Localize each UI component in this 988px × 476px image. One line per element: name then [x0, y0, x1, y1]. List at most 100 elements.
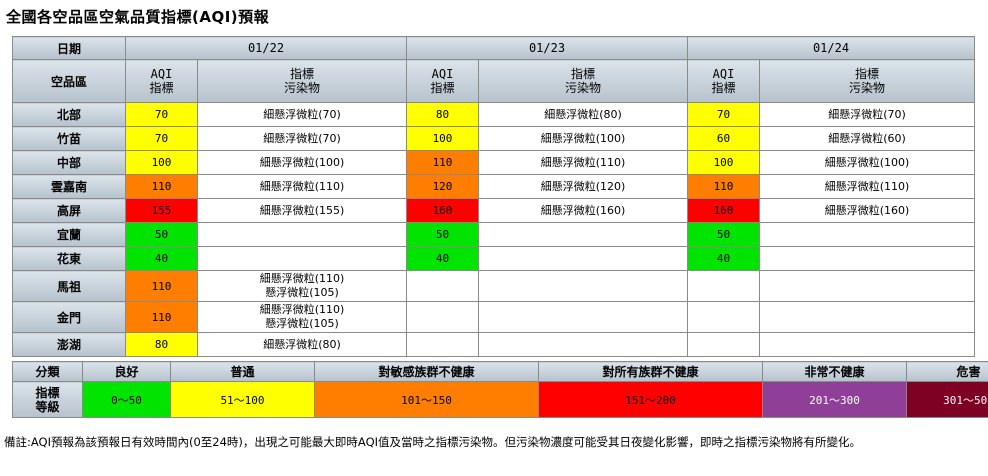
pollutant-cell: 細懸浮微粒(100) — [478, 126, 688, 151]
aqi-value: 110 — [406, 150, 479, 175]
pollutant-text: 細懸浮微粒(160) — [824, 203, 910, 217]
aqi-value: 60 — [687, 126, 760, 151]
legend-category-range: 201～300 — [762, 381, 907, 418]
pollutant-text: 細懸浮微粒(80) — [263, 337, 341, 351]
pollutant-cell: 細懸浮微粒(70) — [197, 126, 407, 151]
pollutant-subheader-line1: 指標 — [570, 67, 595, 81]
pollutant-cell: 細懸浮微粒(110) — [197, 174, 407, 199]
table-row: 北部 70 細懸浮微粒(70) 80 細懸浮微粒(80) 70 細懸浮微粒(70) — [12, 102, 975, 127]
aqi-value: 155 — [125, 198, 198, 223]
pollutant-subheader-line2: 污染物 — [283, 81, 320, 95]
aqi-value — [687, 270, 760, 302]
pollutant-text: 細懸浮微粒(80) — [544, 107, 622, 121]
pollutant-cell — [478, 270, 688, 302]
area-header: 空品區 — [12, 59, 126, 103]
pollutant-text: 細懸浮微粒(110) — [824, 179, 910, 193]
aqi-subheader-2: AQI 指標 — [406, 59, 479, 103]
pollutant-cell: 細懸浮微粒(60) — [759, 126, 975, 151]
date-col-2: 01/23 — [406, 36, 688, 60]
pollutant-text: 細懸浮微粒(70) — [828, 107, 906, 121]
aqi-value: 100 — [406, 126, 479, 151]
aqi-subheader-line2: 指標 — [430, 81, 455, 95]
aqi-value: 110 — [125, 301, 198, 333]
legend-category-name: 對敏感族群不健康 — [314, 361, 539, 382]
legend-grade-label-1: 指標 — [35, 385, 60, 400]
legend-category-name: 良好 — [82, 361, 171, 382]
legend-table: 分類 良好 普通 對敏感族群不健康 對所有族群不健康 非常不健康 危害 指標 等級 0～5… — [12, 361, 988, 418]
date-col-1: 01/22 — [125, 36, 407, 60]
table-row: 澎湖 80 細懸浮微粒(80) — [12, 332, 975, 357]
aqi-subheader-1: AQI 指標 — [125, 59, 198, 103]
legend-class-label: 分類 — [12, 361, 83, 382]
aqi-value — [406, 270, 479, 302]
aqi-value: 100 — [125, 150, 198, 175]
aqi-value: 100 — [687, 150, 760, 175]
pollutant-text: 細懸浮微粒(110) — [259, 303, 345, 316]
aqi-value: 160 — [687, 198, 760, 223]
aqi-subheader-line1: AQI — [431, 67, 454, 81]
page-title: 全國各空品區空氣品質指標(AQI)預報 — [6, 8, 270, 26]
pollutant-subheader-line1: 指標 — [854, 67, 879, 81]
pollutant-subheader-1: 指標 污染物 — [197, 59, 407, 103]
legend-category-range: 101～150 — [314, 381, 539, 418]
pollutant-text: 細懸浮微粒(155) — [259, 203, 345, 217]
region-name: 北部 — [12, 102, 126, 127]
pollutant-text: 細懸浮微粒(110) — [259, 272, 345, 285]
pollutant-cell — [759, 222, 975, 247]
table-row: 竹苗 70 細懸浮微粒(70) 100 細懸浮微粒(100) 60 細懸浮微粒(60) — [12, 126, 975, 151]
legend-category-name: 非常不健康 — [762, 361, 907, 382]
table-row: 花東 40 40 40 — [12, 246, 975, 271]
date-col-3: 01/24 — [687, 36, 975, 60]
pollutant-cell — [478, 222, 688, 247]
pollutant-cell: 細懸浮微粒(110) — [759, 174, 975, 199]
region-name: 馬祖 — [12, 270, 126, 302]
pollutant-cell — [197, 246, 407, 271]
pollutant-cell — [759, 270, 975, 302]
pollutant-text: 細懸浮微粒(70) — [263, 131, 341, 145]
aqi-subheader-line2: 指標 — [711, 81, 736, 95]
region-name: 竹苗 — [12, 126, 126, 151]
pollutant-cell: 細懸浮微粒(80) — [478, 102, 688, 127]
pollutant-text: 細懸浮微粒(160) — [540, 203, 626, 217]
region-name: 金門 — [12, 301, 126, 333]
region-name: 中部 — [12, 150, 126, 175]
table-row: 中部 100 細懸浮微粒(100) 110 細懸浮微粒(110) 100 細懸浮微粒(100… — [12, 150, 975, 175]
legend-grade-label: 指標 等級 — [12, 381, 83, 418]
pollutant-subheader-line1: 指標 — [289, 67, 314, 81]
aqi-value: 50 — [125, 222, 198, 247]
aqi-value: 70 — [125, 102, 198, 127]
pollutant-cell: 細懸浮微粒(120) — [478, 174, 688, 199]
pollutant-text: 細懸浮微粒(110) — [259, 179, 345, 193]
pollutant-text: 細懸浮微粒(100) — [540, 131, 626, 145]
aqi-subheader-line1: AQI — [150, 67, 173, 81]
legend-category-range: 151～200 — [538, 381, 763, 418]
pollutant-cell: 細懸浮微粒(110) 懸浮微粒(105) — [197, 301, 407, 333]
aqi-value: 40 — [125, 246, 198, 271]
region-name: 高屏 — [12, 198, 126, 223]
aqi-value: 50 — [406, 222, 479, 247]
pollutant-cell: 細懸浮微粒(100) — [197, 150, 407, 175]
table-row: 高屏 155 細懸浮微粒(155) 160 細懸浮微粒(160) 160 細懸浮微粒(160… — [12, 198, 975, 223]
pollutant-cell: 細懸浮微粒(70) — [759, 102, 975, 127]
aqi-subheader-line2: 指標 — [149, 81, 174, 95]
pollutant-cell: 細懸浮微粒(160) — [478, 198, 688, 223]
legend-category-range: 51～100 — [170, 381, 315, 418]
aqi-value: 160 — [406, 198, 479, 223]
pollutant-cell: 細懸浮微粒(160) — [759, 198, 975, 223]
legend-grade-label-2: 等級 — [35, 399, 60, 414]
pollutant-subheader-line2: 污染物 — [564, 81, 601, 95]
table-row: 宜蘭 50 50 50 — [12, 222, 975, 247]
aqi-value: 80 — [125, 332, 198, 357]
date-header: 日期 — [12, 36, 126, 60]
pollutant-text: 懸浮微粒(105) — [265, 286, 339, 299]
aqi-subheader-line1: AQI — [712, 67, 735, 81]
aqi-value — [406, 332, 479, 357]
pollutant-cell: 細懸浮微粒(70) — [197, 102, 407, 127]
pollutant-cell: 細懸浮微粒(100) — [759, 150, 975, 175]
pollutant-cell: 細懸浮微粒(80) — [197, 332, 407, 357]
legend-category-name: 對所有族群不健康 — [538, 361, 763, 382]
aqi-subheader-3: AQI 指標 — [687, 59, 760, 103]
table-row: 馬祖 110 細懸浮微粒(110) 懸浮微粒(105) — [12, 270, 975, 302]
pollutant-cell — [759, 246, 975, 271]
pollutant-cell: 細懸浮微粒(155) — [197, 198, 407, 223]
